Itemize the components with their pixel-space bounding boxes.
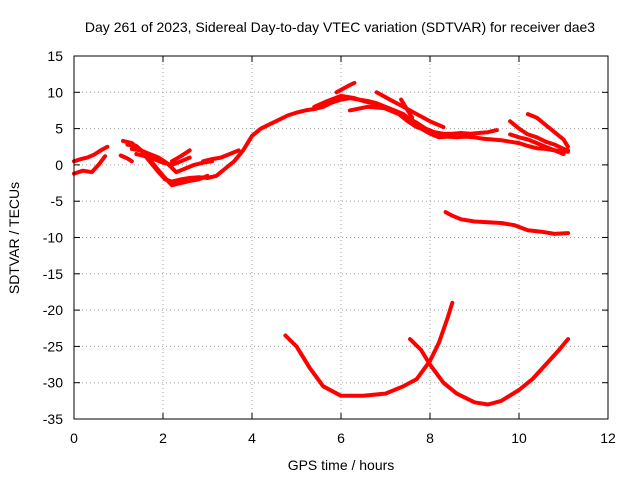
y-tick-label: 10 [47, 84, 63, 100]
x-tick-label: 2 [159, 430, 167, 446]
x-tick-label: 6 [337, 430, 345, 446]
series-trace-19 [283, 300, 455, 398]
y-tick-labels: -35 -30 -25 -20 -15 -10 -5 0 5 10 15 [43, 48, 63, 427]
y-tick-label: -5 [51, 193, 64, 209]
x-axis-title: GPS time / hours [288, 457, 395, 473]
series-trace-07 [134, 152, 192, 167]
y-axis-title: SDTVAR / TECUs [6, 182, 22, 294]
series-trace-20 [408, 337, 570, 407]
series-trace-15 [508, 119, 570, 153]
series-trace-03 [118, 153, 134, 164]
y-tick-label: -10 [43, 230, 63, 246]
series-trace-06 [129, 146, 214, 175]
series-trace-14 [399, 97, 415, 120]
series-trace-12 [347, 104, 446, 137]
series-trace-16 [525, 112, 570, 149]
series-trace-10 [312, 93, 499, 136]
x-tick-label: 10 [511, 430, 527, 446]
y-tick-label: 5 [55, 121, 63, 137]
x-tick-labels: 0 2 4 6 8 10 12 [70, 430, 616, 446]
x-tick-label: 0 [70, 430, 78, 446]
series-trace-09 [201, 148, 241, 164]
series-trace-01 [72, 144, 110, 164]
series-trace-11 [334, 80, 357, 95]
y-tick-label: 0 [55, 157, 63, 173]
y-tick-label: 15 [47, 48, 63, 64]
y-tick-label: -20 [43, 302, 63, 318]
x-tick-label: 4 [248, 430, 256, 446]
grid-lines [74, 56, 608, 419]
y-tick-label: -35 [43, 411, 63, 427]
series-trace-02 [72, 154, 108, 176]
chart-title: Day 261 of 2023, Sidereal Day-to-day VTE… [85, 19, 595, 35]
y-tick-label: -15 [43, 266, 63, 282]
axis-ticks [73, 55, 609, 420]
data-series [72, 80, 570, 407]
y-tick-label: -25 [43, 338, 63, 354]
series-trace-18 [443, 210, 570, 236]
series-trace-08 [169, 148, 192, 164]
x-tick-label: 8 [426, 430, 434, 446]
y-tick-label: -30 [43, 375, 63, 391]
x-tick-label: 12 [600, 430, 616, 446]
series-trace-04 [121, 96, 570, 184]
series-trace-17 [508, 132, 566, 156]
